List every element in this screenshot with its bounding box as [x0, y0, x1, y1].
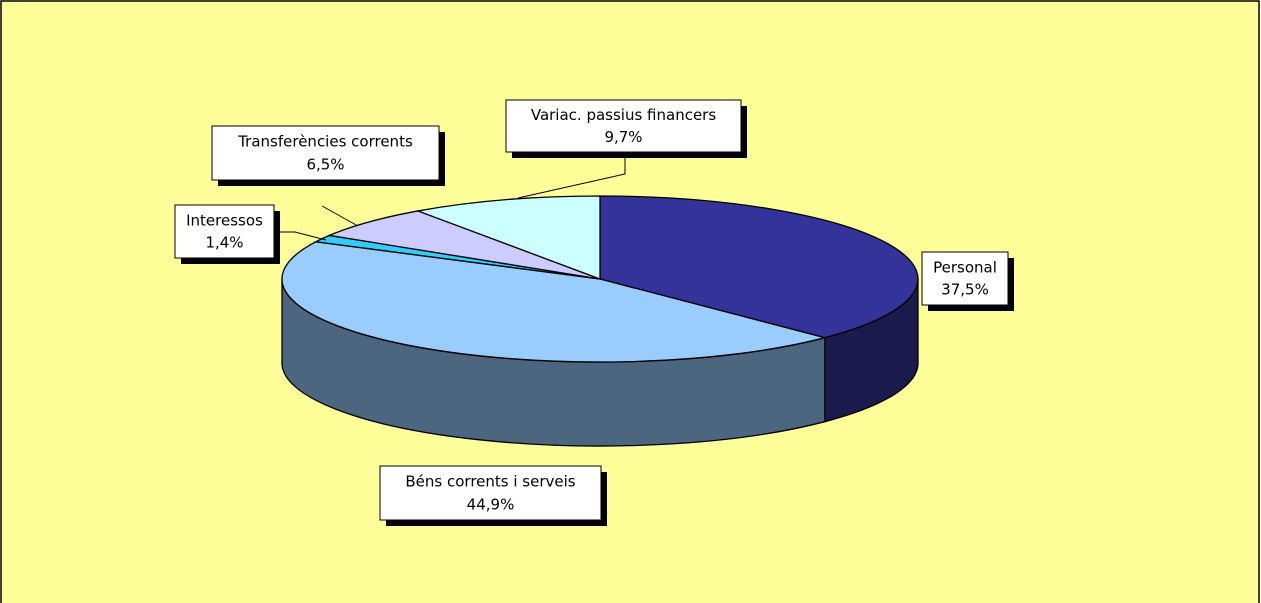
slice-value-label: 44,9% [467, 495, 515, 513]
slice-name: Variac. passius financers [531, 106, 716, 124]
slice-name: Béns corrents i serveis [405, 473, 575, 491]
label-box [505, 99, 742, 153]
pie-slice [599, 195, 919, 339]
leader-line [321, 205, 359, 227]
slice-name: Interessos [186, 211, 263, 229]
slice-value-label: 6,5% [306, 155, 344, 173]
leader-line [274, 231, 327, 241]
pie-slice [415, 195, 601, 280]
label-box [379, 465, 602, 521]
pie-slice [281, 241, 828, 363]
leader-line [517, 158, 626, 199]
slice-name: Transferències corrents [237, 133, 413, 151]
label-box [921, 251, 1009, 306]
slice-value-label: 1,4% [205, 234, 243, 252]
slice-value-label: 37,5% [941, 281, 989, 299]
slice-name: Personal [933, 258, 997, 276]
label-box [174, 204, 275, 259]
slice-value-label: 9,7% [604, 128, 642, 146]
pie-slice [327, 210, 601, 280]
label-box [211, 125, 440, 181]
